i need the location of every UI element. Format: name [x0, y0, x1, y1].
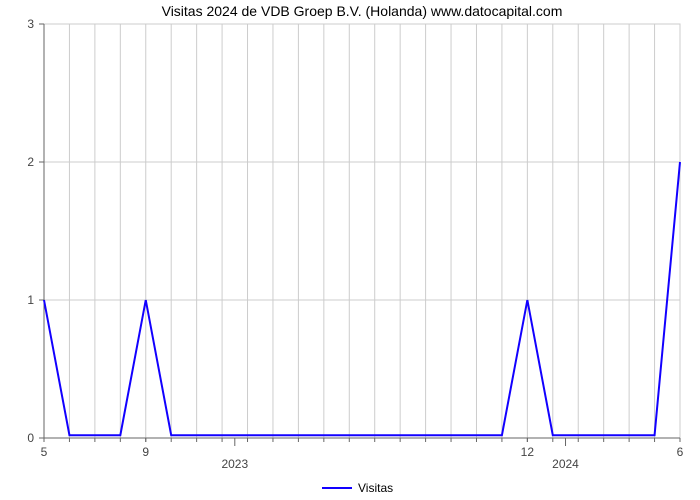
y-tick-label: 1 [27, 293, 34, 307]
y-tick-label: 3 [27, 17, 34, 31]
x-tick-label: 5 [41, 445, 48, 459]
x-tick-label: 9 [142, 445, 149, 459]
legend-label: Visitas [358, 481, 393, 495]
y-tick-label: 0 [27, 431, 34, 445]
chart-title: Visitas 2024 de VDB Groep B.V. (Holanda)… [162, 3, 563, 19]
chart-container: Visitas 2024 de VDB Groep B.V. (Holanda)… [0, 0, 700, 500]
x-tick-label: 6 [677, 445, 684, 459]
x-tick-label: 2023 [221, 457, 248, 471]
y-tick-label: 2 [27, 155, 34, 169]
x-tick-label: 12 [521, 445, 535, 459]
line-chart: Visitas 2024 de VDB Groep B.V. (Holanda)… [0, 0, 700, 500]
x-tick-label: 2024 [552, 457, 579, 471]
